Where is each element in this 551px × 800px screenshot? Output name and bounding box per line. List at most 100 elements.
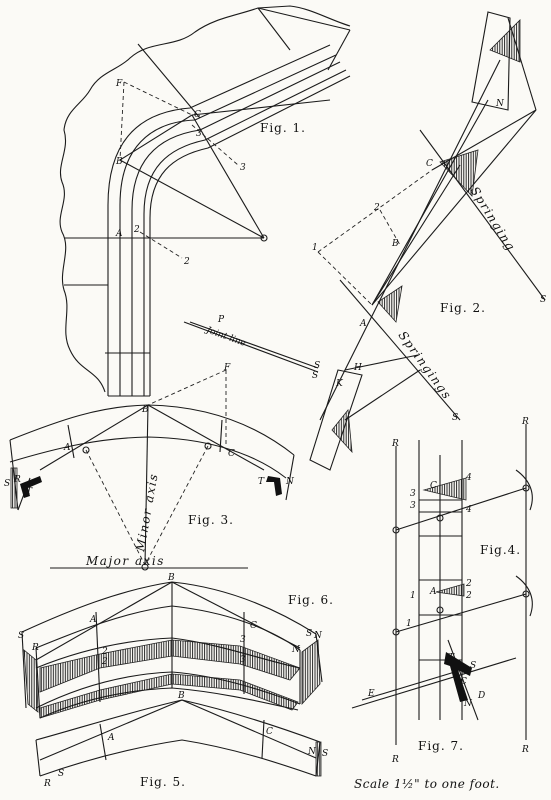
fig7-label-s: S — [470, 661, 476, 671]
fig2-springing-upper — [419, 129, 546, 301]
fig4-pt5 — [522, 590, 530, 598]
figure-2: C N B A 1 2 H K S S Springing Springings… — [183, 11, 546, 471]
fig3-center — [141, 563, 149, 571]
fig2-label-k: K — [335, 379, 344, 389]
fig1-arc-4 — [143, 69, 347, 396]
fig7-label-e: E — [367, 689, 375, 699]
fig4-label-c: C — [430, 481, 437, 491]
fig2-label-2: 2 — [373, 203, 380, 213]
fig2-label-1: 1 — [312, 243, 318, 253]
fig4-label-r-br: R — [521, 745, 529, 755]
fig1-label-b: B — [115, 157, 123, 167]
fig3-label-f: F — [223, 363, 231, 373]
fig7-t-block — [444, 652, 472, 702]
fig1-top-edge — [257, 7, 351, 31]
fig2-dash-2 — [317, 251, 373, 306]
fig2-label-a: A — [359, 319, 367, 329]
fig7-label-n: N — [463, 699, 473, 709]
fig1-label-c: C — [194, 110, 201, 120]
fig1-dash-2 — [139, 231, 183, 259]
fig3-dash-left — [85, 449, 146, 566]
fig3-major-axis-text: Major axis — [85, 554, 165, 568]
fig2-title: Fig. 2. — [440, 301, 486, 315]
fig2-bottom-hatch — [331, 408, 353, 454]
fig4-hatch-bottom — [435, 583, 465, 597]
fig5-label-c: C — [266, 727, 273, 737]
fig5-label-r: R — [43, 779, 51, 789]
fig1-label-2a: 2 — [133, 225, 140, 235]
fig5-inner — [39, 739, 317, 777]
fig1-title: Fig. 1. — [260, 121, 306, 135]
fig6-label-n-right: N — [313, 631, 323, 641]
fig3-label-n-right: N — [285, 477, 295, 487]
fig3-sep-c — [219, 419, 223, 453]
fig2-label-ss2: S — [312, 371, 318, 381]
fig2-label-n: N — [495, 99, 505, 109]
fig4-pt4 — [392, 628, 400, 636]
fig3-inner-arc — [9, 436, 287, 479]
fig3-title: Fig. 3. — [188, 513, 234, 527]
fig1-label-3a: 3 — [196, 129, 202, 139]
fig6-outer-top — [21, 581, 317, 635]
fig4-pt3 — [436, 514, 444, 522]
fig2-dash-1 — [317, 169, 433, 253]
fig6-left-end — [21, 631, 27, 709]
fig1-label-f: F — [115, 79, 123, 89]
fig5-sep-c — [261, 719, 265, 759]
fig3-label-a: A — [63, 443, 71, 453]
fig7-line-e2 — [361, 667, 469, 701]
fig4-label-2b: 2 — [465, 591, 472, 601]
fig7-label-t: T — [448, 653, 455, 663]
fig6-label-c: C — [250, 621, 257, 631]
fig7-label-c: C — [460, 677, 467, 687]
fig4-title: Fig.4. — [480, 543, 521, 557]
fig4-diag-top — [395, 487, 527, 531]
fig2-springing-lower — [339, 279, 461, 421]
fig3-label-b: B — [141, 405, 149, 415]
fig2-bottom-box — [309, 369, 363, 471]
fig3-chord-left — [39, 404, 149, 471]
fig6-hatch-mid — [39, 639, 301, 693]
fig4-pt6 — [436, 606, 444, 614]
fig2-diagonal-2 — [371, 99, 489, 306]
fig6-chord-left — [35, 581, 173, 661]
fig6-label-3a: 3 — [240, 635, 246, 645]
figure-5: B A C R S N S Fig. 5. — [35, 691, 328, 789]
fig2-springing-upper-text: Springing — [467, 184, 518, 254]
fig1-wall-outline — [59, 5, 351, 393]
fig6-label-r-left: R — [31, 643, 39, 653]
fig2-springings-lower-text: Springings — [396, 329, 455, 403]
fig4-label-1b: 1 — [406, 619, 412, 629]
fig5-label-n: N — [307, 747, 317, 757]
fig2-ray-4 — [344, 369, 421, 421]
fig3-right-t-block — [266, 476, 282, 496]
fig2-ray-2 — [371, 164, 461, 306]
fig3-minor-axis-text: Minor axis — [133, 472, 161, 554]
fig4-hatch-top — [422, 477, 467, 501]
fig5-label-s-right: S — [322, 749, 328, 759]
fig5-left-end — [35, 739, 41, 777]
fig2-label-s-lower: S — [452, 413, 458, 423]
fig1-label-a: A — [115, 229, 123, 239]
fig1-inner-arc — [149, 75, 351, 396]
fig2-main-diagonal — [319, 59, 501, 421]
fig4-label-4b: 4 — [465, 505, 472, 515]
fig2-joint-line — [183, 321, 319, 373]
fig5-label-a: A — [107, 733, 115, 743]
fig2-top-hatch — [489, 19, 521, 63]
fig6-label-3b: 3 — [240, 655, 246, 665]
fig2-label-h: H — [353, 363, 362, 373]
fig5-title: Fig. 5. — [140, 775, 186, 789]
fig1-right-line — [191, 99, 331, 116]
fig4-label-4a: 4 — [465, 473, 472, 483]
fig1-chord-bc — [119, 114, 193, 161]
fig3-sep-a — [67, 424, 75, 459]
fig4-pt1 — [392, 526, 400, 534]
fig4-arc-top — [515, 469, 533, 511]
figure-3: B F A C S R T N T Minor axis Major axis … — [4, 363, 295, 571]
fig2-label-p: P — [217, 315, 225, 325]
fig1-label-2b: 2 — [183, 257, 190, 267]
fig2-joint-line-2 — [189, 321, 319, 369]
fig2-label-c: C — [426, 159, 433, 169]
scale-caption: Scale 1½" to one foot. — [354, 777, 500, 791]
